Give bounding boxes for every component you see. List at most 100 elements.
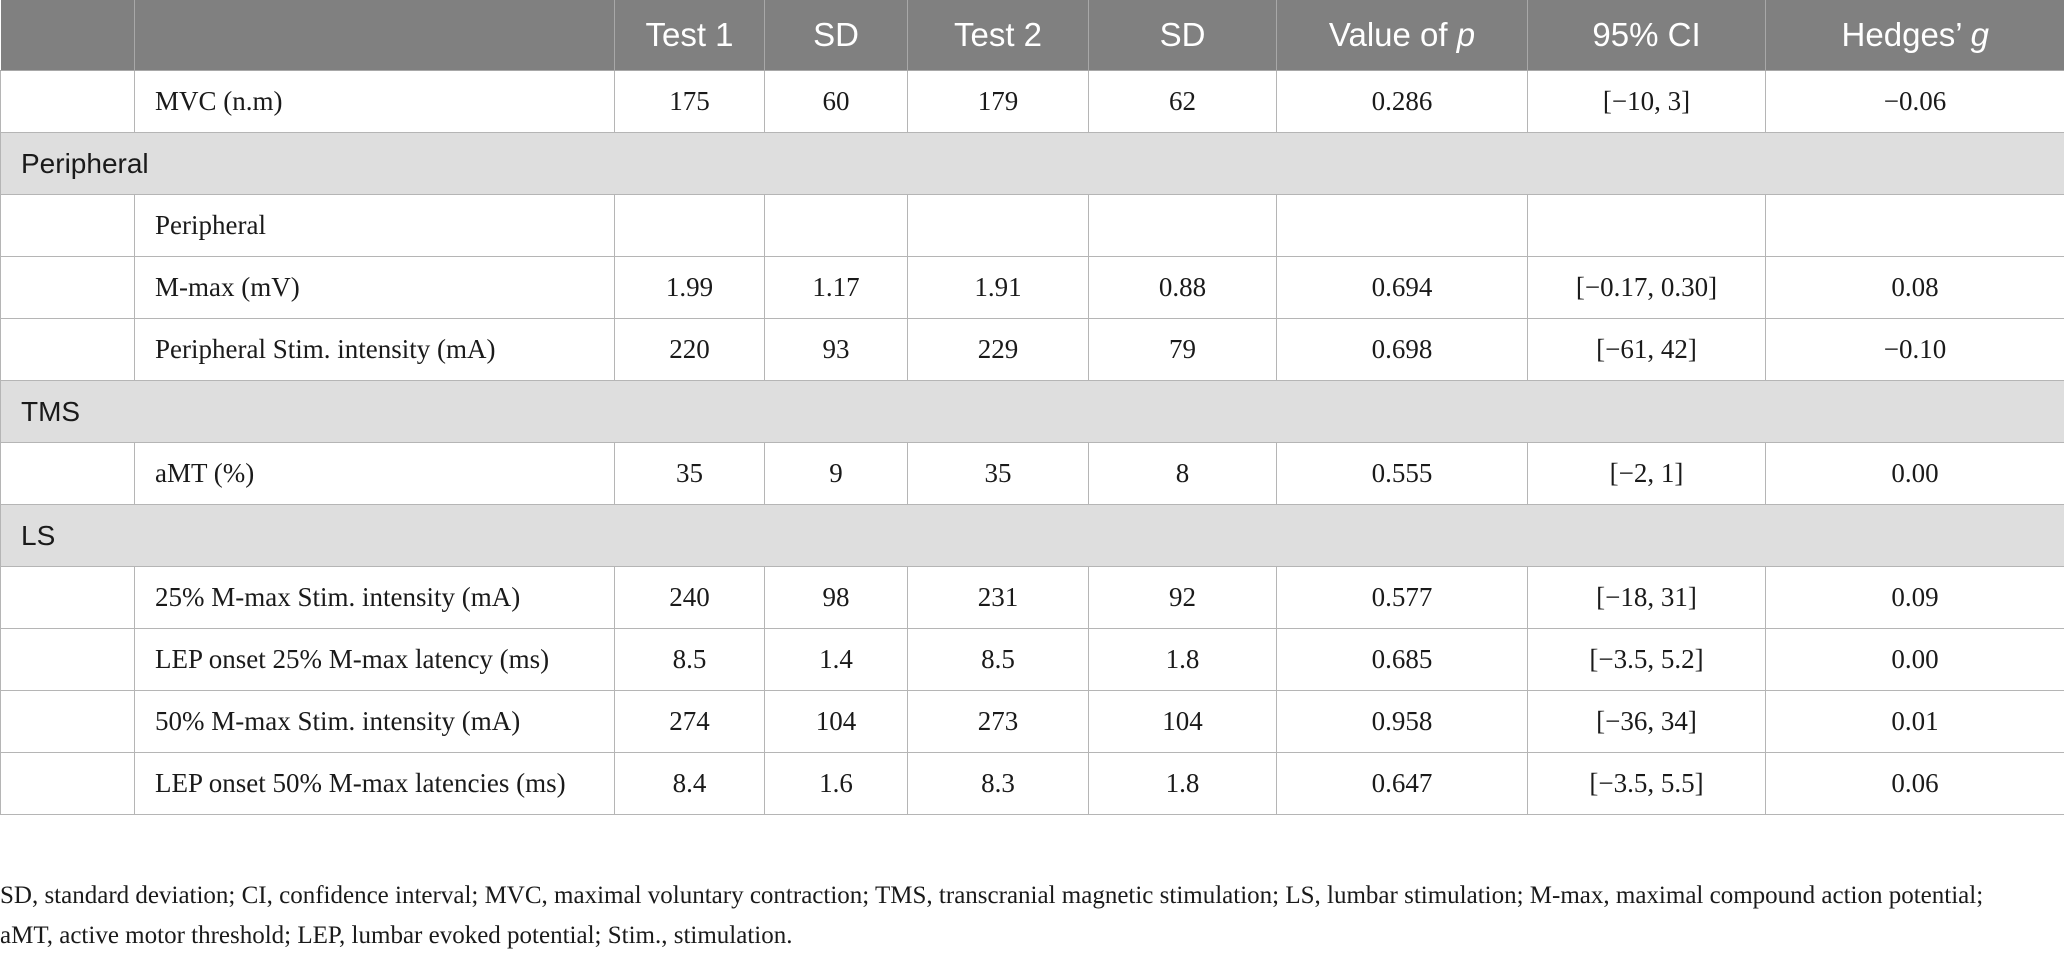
cell-test2: 179 [907, 70, 1089, 133]
cell-p-value: 0.958 [1276, 690, 1528, 753]
header-ci: 95% CI [1527, 0, 1766, 71]
cell-sd1 [764, 194, 908, 257]
cell-ci: [−18, 31] [1527, 566, 1766, 629]
cell-hedges-g: −0.06 [1765, 70, 2064, 133]
cell-sd1: 93 [764, 318, 908, 381]
table-row: Peripheral Stim. intensity (mA) 220 93 2… [0, 318, 2064, 381]
cell-sd1: 104 [764, 690, 908, 753]
header-p-value: Value of p [1276, 0, 1528, 71]
cell-p-value: 0.694 [1276, 256, 1528, 319]
table-row: LEP onset 50% M-max latencies (ms) 8.4 1… [0, 752, 2064, 815]
cell-test1 [614, 194, 765, 257]
cell-sd2: 1.8 [1088, 628, 1277, 691]
cell-test2: 231 [907, 566, 1089, 629]
cell-sd2 [1088, 194, 1277, 257]
row-indent-cell [0, 318, 135, 381]
cell-test2: 1.91 [907, 256, 1089, 319]
header-p-italic: p [1456, 16, 1476, 53]
header-sd1: SD [764, 0, 908, 71]
table-row: aMT (%) 35 9 35 8 0.555 [−2, 1] 0.00 [0, 442, 2064, 505]
cell-sd2: 1.8 [1088, 752, 1277, 815]
cell-sd2: 0.88 [1088, 256, 1277, 319]
cell-sd1: 98 [764, 566, 908, 629]
cell-test2: 35 [907, 442, 1089, 505]
table-row: 50% M-max Stim. intensity (mA) 274 104 2… [0, 690, 2064, 753]
cell-hedges-g: 0.08 [1765, 256, 2064, 319]
cell-hedges-g: 0.00 [1765, 628, 2064, 691]
cell-sd1: 60 [764, 70, 908, 133]
table-header: Test 1 SD Test 2 SD Value of p 95% CI He… [0, 0, 2064, 71]
cell-test1: 8.5 [614, 628, 765, 691]
cell-p-value: 0.555 [1276, 442, 1528, 505]
row-indent-cell [0, 752, 135, 815]
cell-ci: [−36, 34] [1527, 690, 1766, 753]
table-row: MVC (n.m) 175 60 179 62 0.286 [−10, 3] −… [0, 70, 2064, 133]
cell-test2: 8.3 [907, 752, 1089, 815]
row-label: aMT (%) [134, 442, 615, 505]
row-label: 25% M-max Stim. intensity (mA) [134, 566, 615, 629]
cell-sd1: 1.6 [764, 752, 908, 815]
table-body: MVC (n.m) 175 60 179 62 0.286 [−10, 3] −… [0, 70, 2064, 815]
cell-ci: [−61, 42] [1527, 318, 1766, 381]
header-g-italic: g [1970, 16, 1989, 53]
cell-hedges-g: 0.00 [1765, 442, 2064, 505]
cell-ci: [−3.5, 5.2] [1527, 628, 1766, 691]
cell-ci: [−0.17, 0.30] [1527, 256, 1766, 319]
row-label: LEP onset 25% M-max latency (ms) [134, 628, 615, 691]
header-sd2: SD [1088, 0, 1277, 71]
cell-test2: 8.5 [907, 628, 1089, 691]
row-indent-cell [0, 70, 135, 133]
cell-p-value [1276, 194, 1528, 257]
cell-test1: 175 [614, 70, 765, 133]
section-row: Peripheral [0, 132, 2064, 195]
cell-test1: 35 [614, 442, 765, 505]
cell-ci [1527, 194, 1766, 257]
header-test1: Test 1 [614, 0, 765, 71]
header-test2: Test 2 [907, 0, 1089, 71]
cell-sd1: 9 [764, 442, 908, 505]
cell-test1: 274 [614, 690, 765, 753]
row-indent-cell [0, 566, 135, 629]
header-blank-1 [0, 0, 135, 71]
cell-hedges-g: 0.06 [1765, 752, 2064, 815]
row-label: Peripheral [134, 194, 615, 257]
cell-sd2: 92 [1088, 566, 1277, 629]
cell-p-value: 0.286 [1276, 70, 1528, 133]
cell-p-value: 0.685 [1276, 628, 1528, 691]
cell-test2: 273 [907, 690, 1089, 753]
header-blank-2 [134, 0, 615, 71]
cell-hedges-g: −0.10 [1765, 318, 2064, 381]
header-hedges-g: Hedges’ g [1765, 0, 2064, 71]
cell-p-value: 0.577 [1276, 566, 1528, 629]
table-footnote: SD, standard deviation; CI, confidence i… [0, 882, 1984, 949]
row-indent-cell [0, 442, 135, 505]
cell-sd1: 1.4 [764, 628, 908, 691]
cell-test2: 229 [907, 318, 1089, 381]
cell-p-value: 0.647 [1276, 752, 1528, 815]
cell-sd2: 104 [1088, 690, 1277, 753]
section-row: TMS [0, 380, 2064, 443]
cell-test1: 1.99 [614, 256, 765, 319]
cell-sd1: 1.17 [764, 256, 908, 319]
header-row: Test 1 SD Test 2 SD Value of p 95% CI He… [0, 0, 2064, 71]
table-container: Test 1 SD Test 2 SD Value of p 95% CI He… [0, 0, 2064, 815]
cell-sd2: 8 [1088, 442, 1277, 505]
row-indent-cell [0, 690, 135, 753]
cell-test2 [907, 194, 1089, 257]
header-hedges-text: Hedges’ [1841, 16, 1971, 53]
table-row: 25% M-max Stim. intensity (mA) 240 98 23… [0, 566, 2064, 629]
row-indent-cell [0, 628, 135, 691]
cell-ci: [−10, 3] [1527, 70, 1766, 133]
cell-hedges-g: 0.09 [1765, 566, 2064, 629]
section-row: LS [0, 504, 2064, 567]
row-label: 50% M-max Stim. intensity (mA) [134, 690, 615, 753]
section-label: TMS [0, 380, 2064, 443]
section-label: Peripheral [0, 132, 2064, 195]
row-label: MVC (n.m) [134, 70, 615, 133]
row-label: M-max (mV) [134, 256, 615, 319]
cell-test1: 240 [614, 566, 765, 629]
header-p-value-text: Value of [1328, 16, 1457, 53]
row-indent-cell [0, 194, 135, 257]
table-row: M-max (mV) 1.99 1.17 1.91 0.88 0.694 [−0… [0, 256, 2064, 319]
cell-p-value: 0.698 [1276, 318, 1528, 381]
